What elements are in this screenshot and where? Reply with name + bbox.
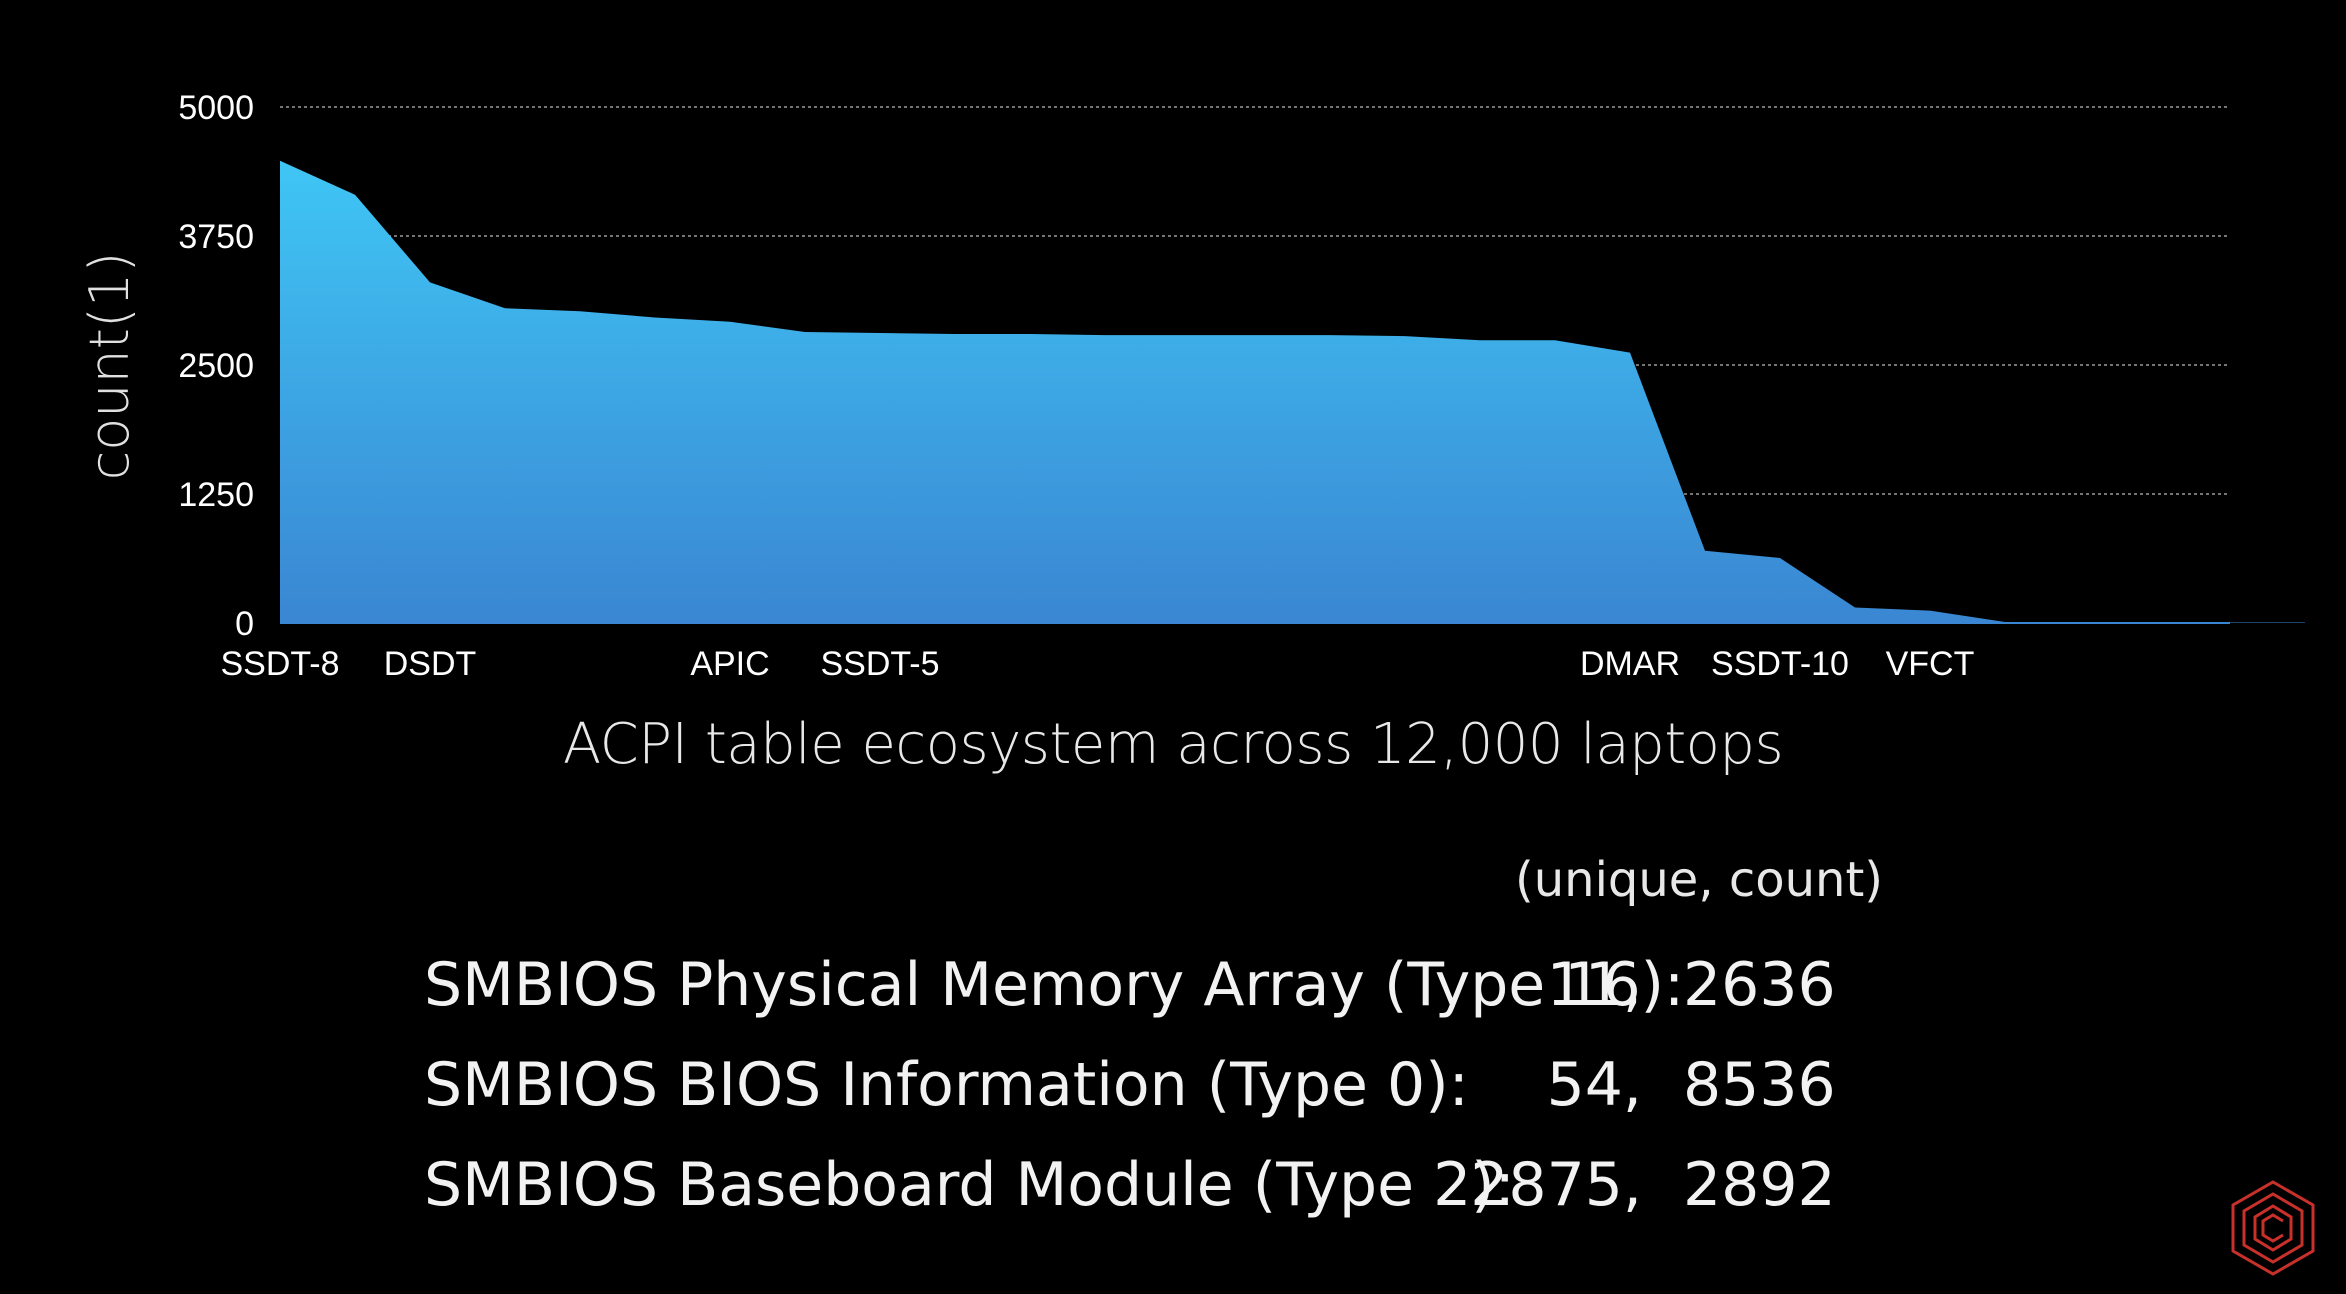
stat-row-count: 8536 (1683, 1050, 1836, 1120)
x-tick-label: DMAR (1580, 645, 1680, 683)
x-tick-label: SSDT-8 (220, 645, 339, 683)
y-tick-label: 3750 (178, 218, 254, 256)
hexagon-logo-icon (2231, 1180, 2315, 1276)
x-tick-label: SSDT-10 (1711, 645, 1849, 683)
x-axis-labels: SSDT-8 DSDT APIC SSDT-5 DMAR SSDT-10 VFCT (220, 645, 1974, 683)
x-tick-label: DSDT (384, 645, 477, 683)
x-tick-label: APIC (690, 645, 769, 683)
y-tick-label: 1250 (178, 476, 254, 514)
stat-row-unique: 54, (1546, 1050, 1642, 1120)
unique-count-header: (unique, count) (1515, 852, 1883, 908)
stat-row-label: SMBIOS Baseboard Module (Type 2): (424, 1150, 1515, 1220)
y-axis-label: count(1) (78, 252, 141, 481)
stat-row-unique: 11, (1546, 950, 1642, 1020)
stat-row-count: 2892 (1683, 1150, 1836, 1220)
x-tick-label: SSDT-5 (820, 645, 939, 683)
chart-title: ACPI table ecosystem across 12,000 lapto… (562, 712, 1784, 777)
acpi-area-chart: 0 1250 2500 3750 5000 SSDT-8 DSDT APIC SSDT-5 DM… (78, 89, 2305, 683)
y-tick-label: 2500 (178, 347, 254, 385)
y-tick-label: 0 (235, 605, 254, 643)
area-series (280, 160, 2305, 623)
stat-row-unique: 2875, (1470, 1150, 1642, 1220)
stat-row-label: SMBIOS Physical Memory Array (Type 16): (424, 950, 1685, 1020)
stat-row-label: SMBIOS BIOS Information (Type 0): (424, 1050, 1469, 1120)
y-axis-ticks: 0 1250 2500 3750 5000 (178, 89, 254, 643)
stat-row-count: 2636 (1683, 950, 1836, 1020)
x-tick-label: VFCT (1886, 645, 1975, 683)
y-tick-label: 5000 (178, 89, 254, 127)
